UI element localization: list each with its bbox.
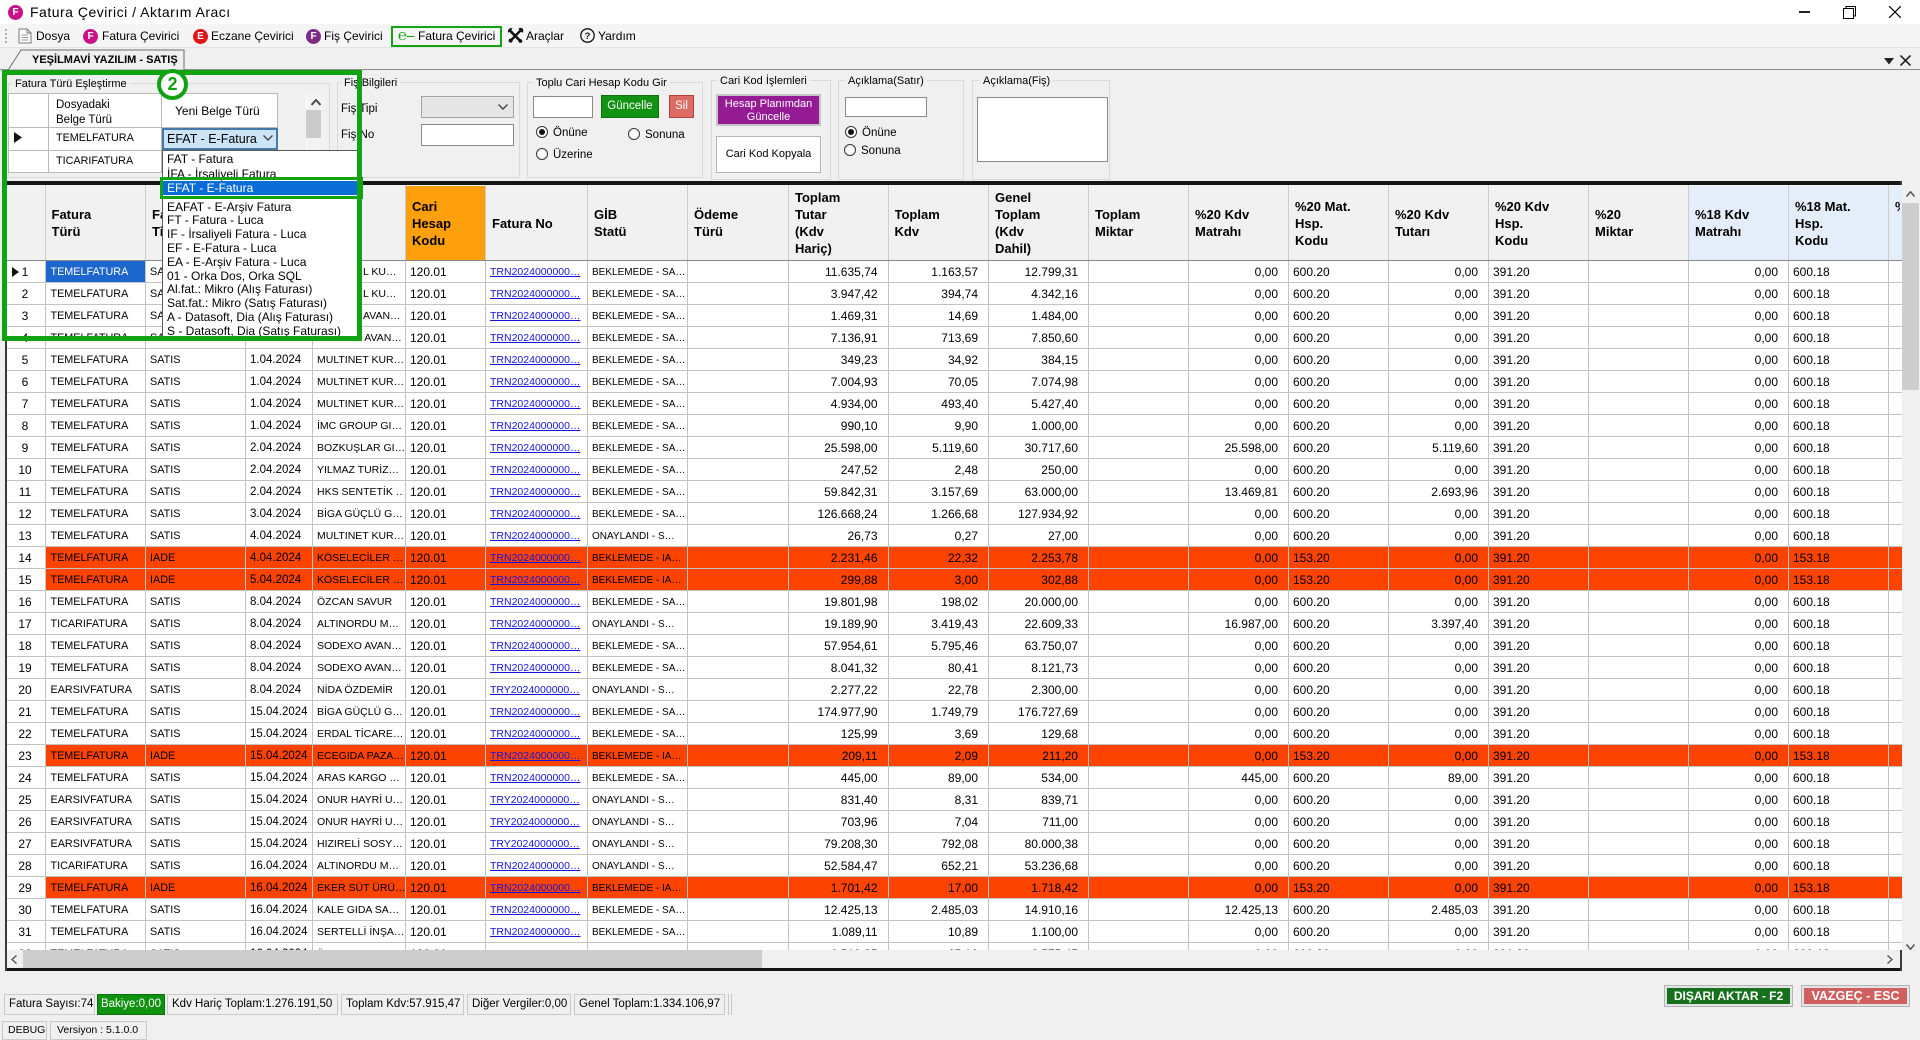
svg-text:?: ? — [585, 31, 591, 42]
